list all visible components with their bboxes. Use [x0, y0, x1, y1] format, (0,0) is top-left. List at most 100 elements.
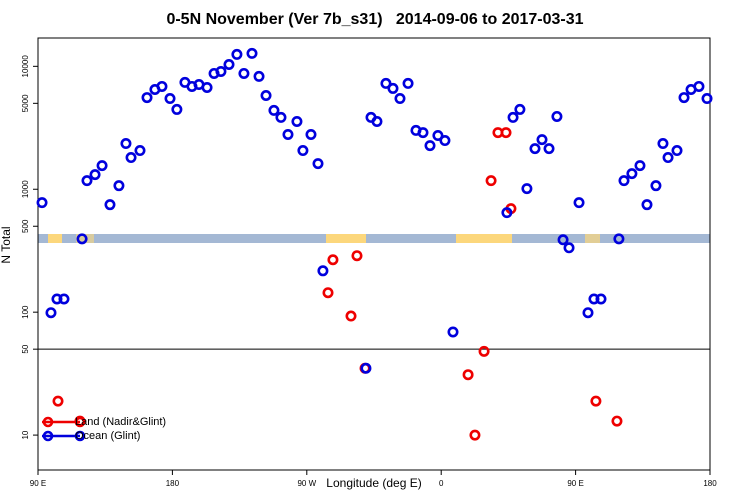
point: [317, 265, 329, 277]
point: [590, 395, 602, 407]
point: [507, 111, 519, 123]
point: [613, 233, 625, 245]
point: [297, 145, 309, 157]
land-strip: [456, 234, 512, 243]
point: [141, 92, 153, 104]
point: [268, 104, 280, 116]
point: [500, 127, 512, 139]
x-tick-label: 180: [166, 479, 180, 488]
point: [543, 143, 555, 155]
point: [345, 310, 357, 322]
point: [253, 70, 265, 82]
point: [650, 180, 662, 192]
point: [394, 93, 406, 105]
point: [417, 127, 429, 139]
point: [521, 183, 533, 195]
point: [164, 93, 176, 105]
point: [260, 89, 272, 101]
y-tick-label: 500: [21, 219, 30, 233]
point: [223, 58, 235, 70]
point: [588, 293, 600, 305]
x-axis-label: Longitude (deg E): [326, 476, 421, 490]
point: [201, 81, 213, 93]
point: [563, 242, 575, 254]
point: [156, 80, 168, 92]
y-tick-label: 5000: [21, 94, 30, 112]
point: [402, 77, 414, 89]
point: [371, 115, 383, 127]
ocean-strip: [38, 234, 710, 243]
point: [387, 82, 399, 94]
point: [360, 362, 372, 374]
y-tick-label: 10000: [21, 55, 30, 78]
legend-label: Ocean (Glint): [75, 430, 140, 442]
point: [626, 168, 638, 180]
point: [447, 326, 459, 338]
point: [89, 169, 101, 181]
point: [662, 152, 674, 164]
point: [557, 234, 569, 246]
point: [282, 128, 294, 140]
point: [104, 199, 116, 211]
point: [125, 152, 137, 164]
land-strip: [48, 234, 62, 243]
point: [514, 103, 526, 115]
point: [58, 293, 70, 305]
point: [701, 93, 713, 105]
point: [275, 111, 287, 123]
point: [305, 128, 317, 140]
point: [81, 175, 93, 187]
point: [424, 140, 436, 152]
y-tick-label: 100: [21, 305, 30, 319]
point: [312, 158, 324, 170]
point: [657, 138, 669, 150]
land-strip: [585, 234, 600, 243]
point: [478, 345, 490, 357]
point: [215, 65, 227, 77]
point: [536, 134, 548, 146]
y-tick-label: 50: [21, 344, 30, 353]
y-tick-label: 1000: [21, 180, 30, 198]
point: [671, 145, 683, 157]
point: [551, 110, 563, 122]
point: [462, 369, 474, 381]
point: [52, 395, 64, 407]
y-tick-label: 10: [21, 430, 30, 439]
point: [469, 429, 481, 441]
point: [439, 135, 451, 147]
point: [113, 180, 125, 192]
land-strip: [326, 234, 366, 243]
legend-marker: [74, 430, 86, 442]
x-tick-label: 0: [439, 479, 444, 488]
point: [291, 115, 303, 127]
point: [51, 293, 63, 305]
x-tick-label: 180: [703, 479, 717, 488]
point: [231, 48, 243, 60]
legend-marker: [42, 430, 54, 442]
point: [322, 287, 334, 299]
point: [351, 250, 363, 262]
point: [582, 307, 594, 319]
point: [485, 175, 497, 187]
point: [120, 138, 132, 150]
point: [611, 415, 623, 427]
point: [246, 47, 258, 59]
plot-frame: [37, 37, 711, 471]
legend-marker: [74, 416, 86, 428]
legend-label: Land (Nadir&Glint): [75, 416, 166, 428]
point: [693, 80, 705, 92]
point: [380, 77, 392, 89]
point: [238, 67, 250, 79]
point: [678, 92, 690, 104]
point: [501, 207, 513, 219]
chart-title: 0-5N November (Ver 7b_s31) 2014-09-06 to…: [166, 11, 583, 28]
point: [171, 103, 183, 115]
point: [618, 175, 630, 187]
point: [641, 199, 653, 211]
legend-marker: [42, 416, 54, 428]
point: [134, 145, 146, 157]
point: [432, 130, 444, 142]
point: [96, 160, 108, 172]
point: [45, 307, 57, 319]
y-axis-label: N Total: [0, 226, 13, 263]
